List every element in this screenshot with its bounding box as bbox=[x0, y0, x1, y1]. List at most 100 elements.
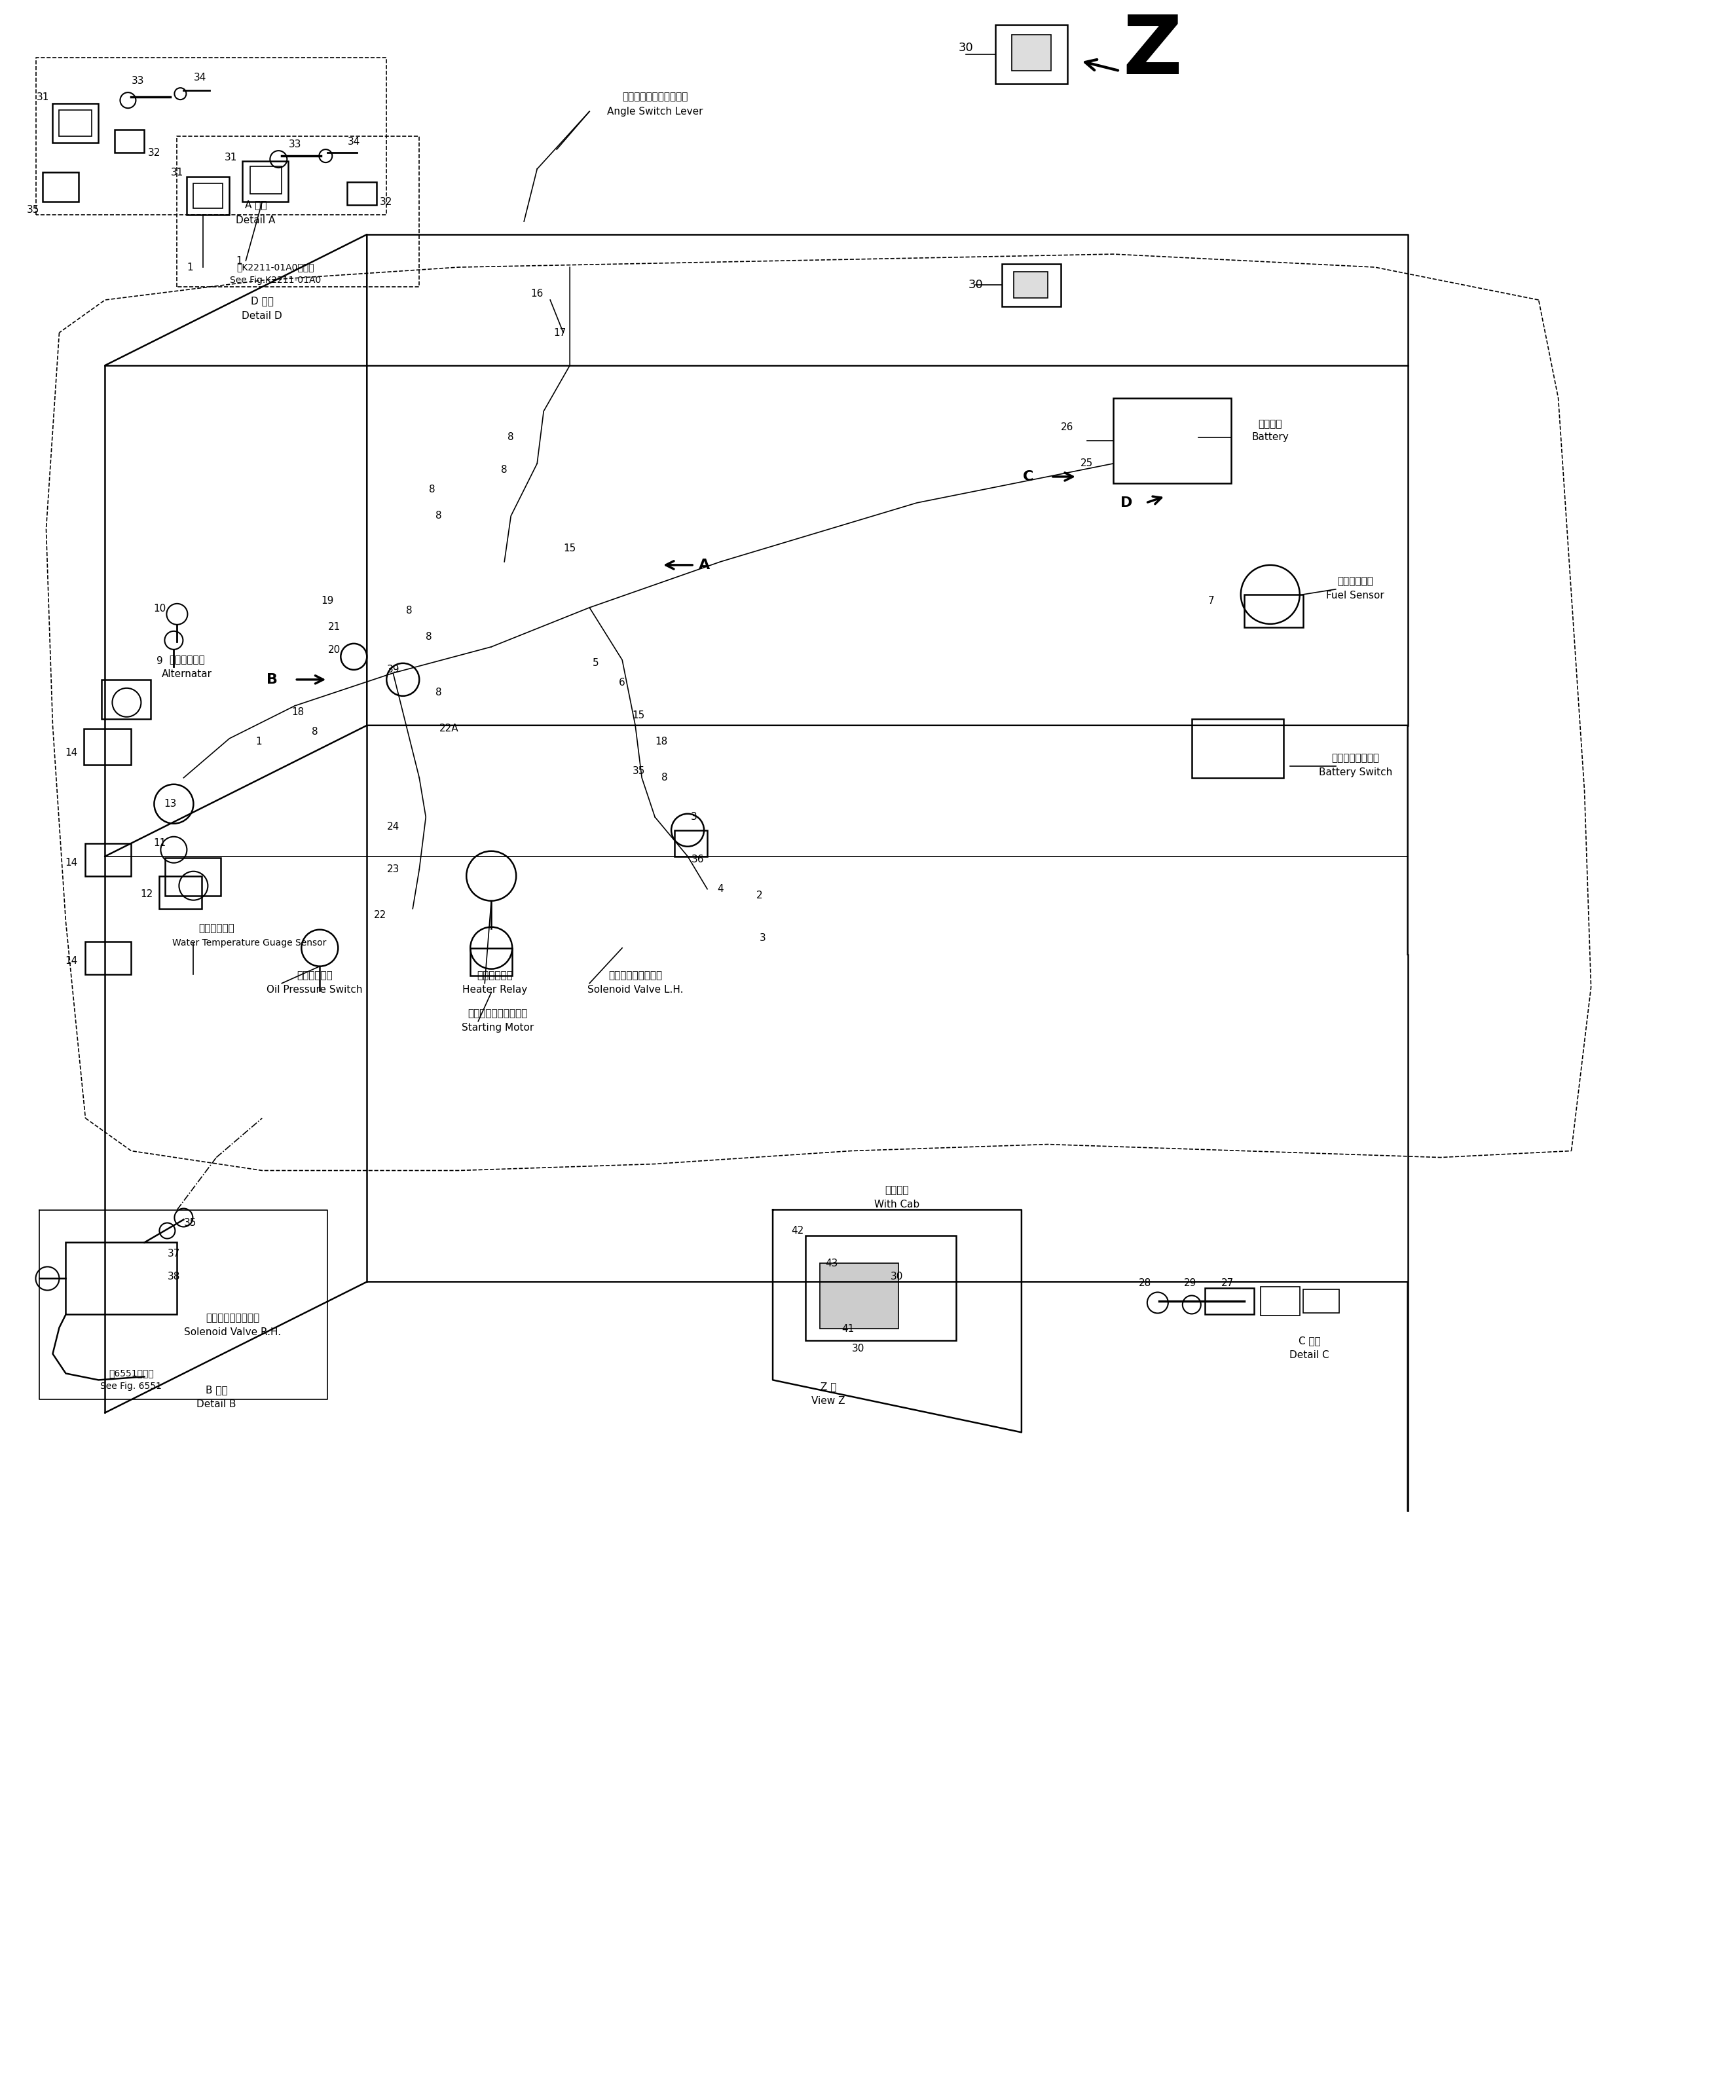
Text: 14: 14 bbox=[64, 859, 78, 867]
Text: Angle Switch Lever: Angle Switch Lever bbox=[608, 107, 703, 115]
Text: 14: 14 bbox=[64, 748, 78, 758]
Text: 8: 8 bbox=[507, 433, 514, 443]
Text: 8: 8 bbox=[425, 632, 432, 643]
Text: Starting Motor: Starting Motor bbox=[462, 1023, 535, 1033]
Text: 12: 12 bbox=[141, 890, 153, 899]
Text: 22: 22 bbox=[373, 909, 387, 920]
Text: 18: 18 bbox=[292, 708, 304, 718]
Text: Detail D: Detail D bbox=[241, 311, 283, 321]
Text: 8: 8 bbox=[436, 510, 443, 521]
Text: 1: 1 bbox=[236, 256, 243, 265]
Text: ソレノイドバルブ右: ソレノイドバルブ右 bbox=[207, 1312, 260, 1323]
Text: 1: 1 bbox=[255, 737, 262, 748]
Bar bbox=[102, 680, 151, 718]
Text: 8: 8 bbox=[661, 773, 668, 783]
Text: 39: 39 bbox=[387, 666, 399, 674]
Text: 35: 35 bbox=[184, 1218, 196, 1228]
Bar bbox=[819, 1264, 899, 1329]
Text: 15: 15 bbox=[632, 710, 644, 720]
Text: 31: 31 bbox=[170, 168, 184, 176]
Text: 32: 32 bbox=[380, 197, 392, 206]
Text: Detail C: Detail C bbox=[1290, 1350, 1330, 1361]
Text: 31: 31 bbox=[36, 92, 49, 103]
Bar bbox=[1304, 1289, 1338, 1312]
Bar bbox=[187, 176, 229, 214]
Text: 33: 33 bbox=[288, 139, 302, 149]
Text: View Z: View Z bbox=[811, 1396, 845, 1405]
Bar bbox=[243, 162, 288, 202]
Text: 38: 38 bbox=[168, 1273, 181, 1281]
Bar bbox=[675, 830, 707, 857]
Text: 21: 21 bbox=[328, 622, 340, 632]
Text: B 詳細: B 詳細 bbox=[205, 1384, 227, 1394]
Text: 1: 1 bbox=[187, 262, 193, 273]
Text: 15: 15 bbox=[564, 544, 576, 554]
Text: 31: 31 bbox=[224, 153, 238, 162]
Text: Oil Pressure Switch: Oil Pressure Switch bbox=[267, 985, 363, 995]
Text: A: A bbox=[698, 559, 710, 571]
Text: 36: 36 bbox=[691, 855, 703, 865]
Bar bbox=[347, 183, 377, 206]
Text: 18: 18 bbox=[654, 737, 668, 748]
Bar bbox=[1245, 594, 1304, 628]
Text: キャブ付: キャブ付 bbox=[885, 1184, 910, 1195]
Text: 16: 16 bbox=[531, 288, 543, 298]
Bar bbox=[806, 1237, 957, 1340]
Text: See Fig. 6551: See Fig. 6551 bbox=[101, 1382, 161, 1390]
Text: 8: 8 bbox=[406, 607, 413, 615]
Text: 19: 19 bbox=[321, 596, 333, 607]
Text: 35: 35 bbox=[632, 766, 644, 777]
Text: 30: 30 bbox=[852, 1344, 865, 1354]
Bar bbox=[66, 1243, 177, 1315]
Text: 30: 30 bbox=[891, 1273, 903, 1281]
Text: Water Temperature Guage Sensor: Water Temperature Guage Sensor bbox=[172, 939, 326, 947]
Text: 8: 8 bbox=[311, 727, 318, 737]
Text: 2: 2 bbox=[757, 890, 762, 901]
Text: Heater Relay: Heater Relay bbox=[462, 985, 528, 995]
Text: 4: 4 bbox=[717, 884, 724, 895]
Bar bbox=[1113, 399, 1231, 483]
Text: 9: 9 bbox=[156, 657, 163, 666]
Text: 油圧スイッチ: 油圧スイッチ bbox=[297, 970, 333, 981]
Text: C 詳細: C 詳細 bbox=[1299, 1336, 1321, 1346]
Text: 23: 23 bbox=[387, 865, 399, 874]
Bar bbox=[59, 109, 92, 136]
Text: 8: 8 bbox=[436, 689, 443, 697]
Text: バッテリ: バッテリ bbox=[1259, 420, 1283, 428]
Text: 29: 29 bbox=[1184, 1279, 1196, 1287]
Bar bbox=[52, 103, 99, 143]
Text: D: D bbox=[1120, 496, 1132, 510]
Text: 10: 10 bbox=[153, 605, 167, 613]
Bar bbox=[160, 876, 201, 909]
Text: Battery Switch: Battery Switch bbox=[1319, 769, 1392, 777]
Text: 42: 42 bbox=[792, 1226, 804, 1235]
Bar bbox=[1260, 1287, 1300, 1317]
Text: 第6551図参照: 第6551図参照 bbox=[109, 1369, 155, 1378]
Bar bbox=[1012, 36, 1050, 71]
Bar bbox=[43, 172, 78, 202]
Text: 43: 43 bbox=[825, 1258, 838, 1268]
Text: 8: 8 bbox=[429, 485, 436, 496]
Bar bbox=[193, 183, 222, 208]
Text: オルタネータ: オルタネータ bbox=[168, 655, 205, 666]
Text: 30: 30 bbox=[969, 279, 983, 290]
Text: Z: Z bbox=[1123, 13, 1182, 90]
Text: フエルセンサ: フエルセンサ bbox=[1337, 578, 1373, 586]
Text: D 詳細: D 詳細 bbox=[250, 296, 274, 307]
Text: Solenoid Valve R.H.: Solenoid Valve R.H. bbox=[184, 1327, 281, 1338]
Text: 6: 6 bbox=[620, 678, 625, 689]
Text: 32: 32 bbox=[148, 147, 160, 157]
Bar bbox=[165, 857, 220, 895]
Text: ヒータリレー: ヒータリレー bbox=[477, 970, 512, 981]
Text: 8: 8 bbox=[502, 466, 507, 475]
Text: 26: 26 bbox=[1061, 422, 1073, 433]
Text: 17: 17 bbox=[554, 328, 566, 338]
Text: 37: 37 bbox=[168, 1250, 181, 1258]
Text: 第K2211-01A0図参照: 第K2211-01A0図参照 bbox=[236, 262, 314, 271]
Bar bbox=[1014, 271, 1049, 298]
Text: アングルスイッチレバー: アングルスイッチレバー bbox=[621, 92, 687, 103]
Text: 3: 3 bbox=[691, 813, 698, 821]
Text: 3: 3 bbox=[760, 932, 766, 943]
Text: Detail A: Detail A bbox=[236, 214, 276, 225]
Text: Alternatar: Alternatar bbox=[161, 670, 212, 678]
